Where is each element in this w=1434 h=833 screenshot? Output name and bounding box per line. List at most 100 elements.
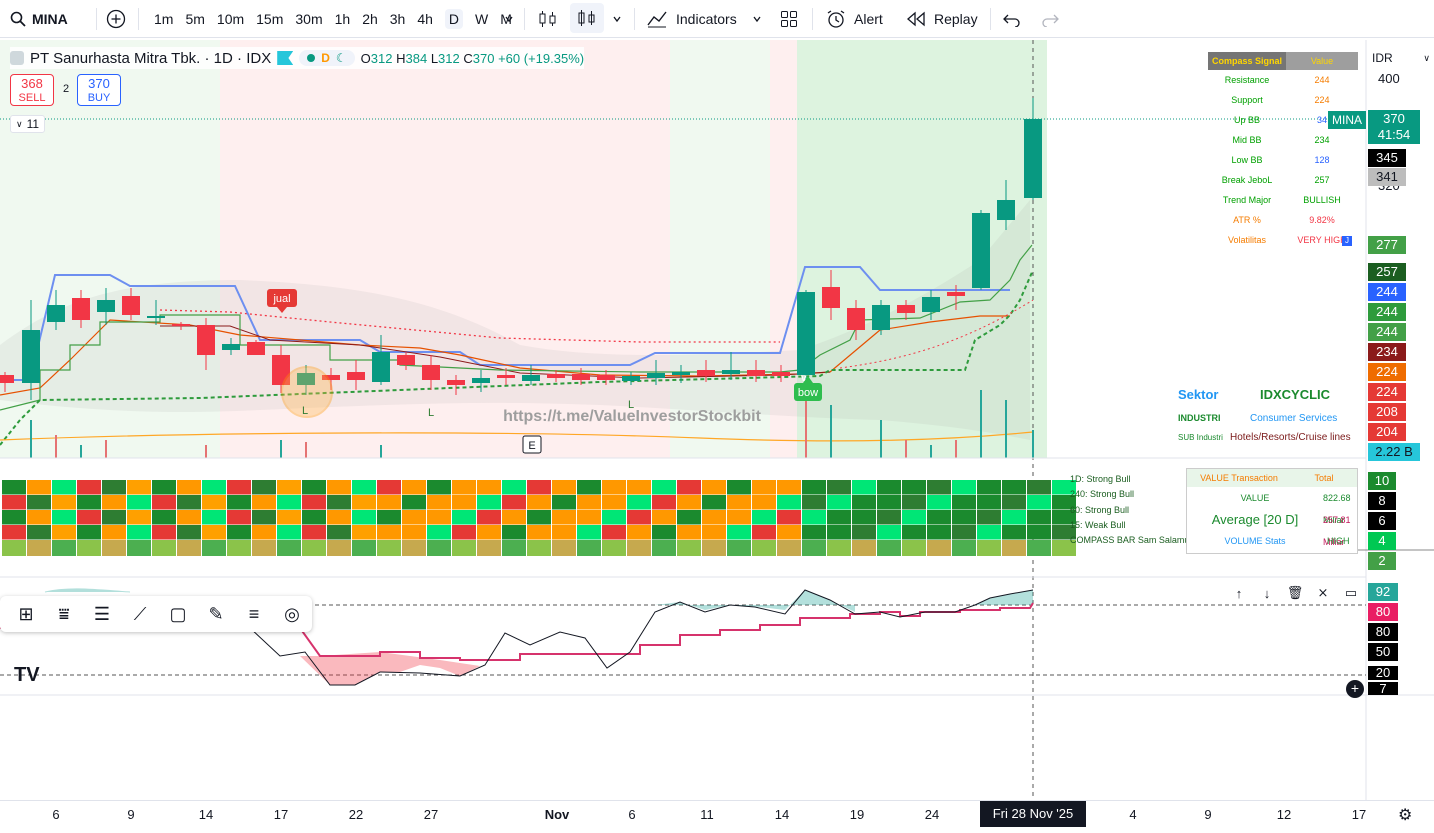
- date-tick: 6: [52, 807, 60, 822]
- maximize-pane-icon[interactable]: ▭: [1344, 585, 1358, 600]
- volume-bar: [980, 390, 982, 458]
- brush-tool-icon[interactable]: ✎: [208, 603, 224, 624]
- interval-10m[interactable]: 10m: [216, 10, 245, 27]
- buy-button[interactable]: 370 BUY: [77, 74, 121, 106]
- compass-cell: [227, 525, 251, 540]
- compass-cell: [102, 495, 126, 510]
- alert-button[interactable]: Alert: [826, 0, 883, 37]
- interval-W[interactable]: W: [475, 10, 489, 27]
- compass-cell: [702, 510, 726, 525]
- trend-line-blue: [0, 266, 1010, 381]
- replay-label: Replay: [934, 10, 978, 27]
- compass-row-label: Volatilitas: [1227, 235, 1267, 245]
- move-up-icon[interactable]: ↑: [1235, 585, 1243, 601]
- interval-3h[interactable]: 3h: [389, 10, 406, 27]
- date-tick: 12: [1276, 807, 1292, 822]
- text-tool-icon[interactable]: ≡: [248, 603, 260, 624]
- candle-body: [297, 373, 315, 385]
- interval-4h[interactable]: 4h: [417, 10, 433, 27]
- interval-2h[interactable]: 2h: [362, 10, 378, 27]
- compass-cell: [852, 480, 876, 495]
- earnings-label: E: [528, 440, 535, 452]
- status-pills[interactable]: D ☾: [299, 50, 355, 66]
- compass-cell: [852, 540, 876, 556]
- compass-cell: [877, 510, 901, 525]
- symbol-fullname[interactable]: PT Sanurhasta Mitra Tbk. · 1D · IDX: [30, 49, 272, 67]
- compare-button[interactable]: [106, 0, 126, 37]
- compass-cell: [277, 510, 301, 525]
- interval-M[interactable]: M: [500, 10, 512, 27]
- compass-cell: [677, 495, 701, 510]
- interval-5m[interactable]: 5m: [185, 10, 205, 27]
- indicator-collapse-button[interactable]: ∨ 11: [10, 115, 46, 133]
- volume-bar: [305, 442, 307, 458]
- indicators-dropdown[interactable]: [752, 0, 762, 37]
- measure-tool-icon[interactable]: ◎: [284, 603, 300, 624]
- compass-cell: [927, 525, 951, 540]
- move-down-icon[interactable]: ↓: [1263, 585, 1271, 601]
- compass-cell: [977, 525, 1001, 540]
- candle-body: [272, 355, 290, 385]
- symbol-search[interactable]: MINA: [10, 0, 68, 37]
- settings-icon[interactable]: ⚙: [1398, 807, 1413, 824]
- volume-bar: [205, 445, 207, 458]
- interval-D[interactable]: D: [444, 8, 464, 29]
- compass-cell: [277, 540, 301, 556]
- compass-cell: [552, 540, 576, 556]
- trend-tool-icon[interactable]: ⟋: [133, 603, 147, 624]
- collapse-pane-icon[interactable]: ⨯: [1317, 585, 1329, 600]
- compass-cell: [202, 540, 226, 556]
- compass-cell: [902, 480, 926, 495]
- interval-1h[interactable]: 1h: [334, 10, 351, 27]
- compass-cell: [302, 540, 326, 556]
- industri-label: INDUSTRI: [1178, 413, 1221, 423]
- earnings-marker[interactable]: [522, 435, 542, 454]
- date-tick: Nov: [544, 807, 570, 822]
- compass-cell: [177, 480, 201, 495]
- compass-cell: [952, 480, 976, 495]
- compass-cell: [52, 540, 76, 556]
- info-icon[interactable]: J: [1342, 236, 1352, 246]
- indicators-button[interactable]: Indicators: [646, 0, 737, 37]
- interval-dropdown[interactable]: [504, 0, 514, 37]
- candle-body: [397, 355, 415, 365]
- price-axis-tag: 341: [1368, 168, 1406, 186]
- vt-volume-value: HIGH: [1327, 536, 1350, 546]
- chart-type-dropdown[interactable]: [612, 0, 622, 37]
- redo-button[interactable]: [1040, 0, 1060, 37]
- currency-selector[interactable]: IDR ∨: [1372, 51, 1430, 65]
- compass-cell: [52, 525, 76, 540]
- compass-cell: [202, 510, 226, 525]
- compass-cell: [202, 480, 226, 495]
- compass-cell: [627, 540, 651, 556]
- compass-cell: [577, 510, 601, 525]
- rectangle-tool-icon[interactable]: ▢: [169, 603, 187, 624]
- fib-tool-icon[interactable]: ⩸: [58, 603, 70, 624]
- price-axis-tag: 224: [1368, 383, 1406, 401]
- compass-cell: [52, 480, 76, 495]
- replay-button[interactable]: Replay: [906, 0, 978, 37]
- compass-cell: [427, 495, 451, 510]
- add-pane-button[interactable]: +: [1346, 680, 1364, 698]
- interval-30m[interactable]: 30m: [295, 10, 323, 27]
- chart-canvas[interactable]: jual bow v L L L E https://t.me/ValueInv…: [0, 0, 1434, 800]
- compass-cell: [102, 540, 126, 556]
- flag-icon[interactable]: [277, 51, 294, 65]
- symbol-header: PT Sanurhasta Mitra Tbk. · 1D · IDX D ☾ …: [10, 47, 585, 69]
- compass-cell: [352, 495, 376, 510]
- sell-button[interactable]: 368 SELL: [10, 74, 54, 106]
- ohlc-values: O312 H384 L312 C370 +60 (+19.35%): [360, 50, 585, 66]
- pattern-tool-icon[interactable]: ☰: [93, 603, 111, 624]
- crosshair-tool-icon[interactable]: ⊞: [18, 603, 34, 624]
- compass-row: Break JeboL 257: [1208, 170, 1358, 190]
- compass-cell: [752, 510, 776, 525]
- undo-button[interactable]: [1002, 0, 1022, 37]
- candle-body: [1024, 119, 1042, 198]
- templates-button[interactable]: [780, 0, 798, 37]
- delete-icon[interactable]: 🗑: [1286, 585, 1304, 600]
- compass-cell: [677, 525, 701, 540]
- chart-type-candles-button[interactable]: [536, 0, 560, 37]
- interval-15m[interactable]: 15m: [256, 10, 284, 27]
- chart-type-bars-button[interactable]: [570, 3, 604, 33]
- interval-1m[interactable]: 1m: [154, 10, 174, 27]
